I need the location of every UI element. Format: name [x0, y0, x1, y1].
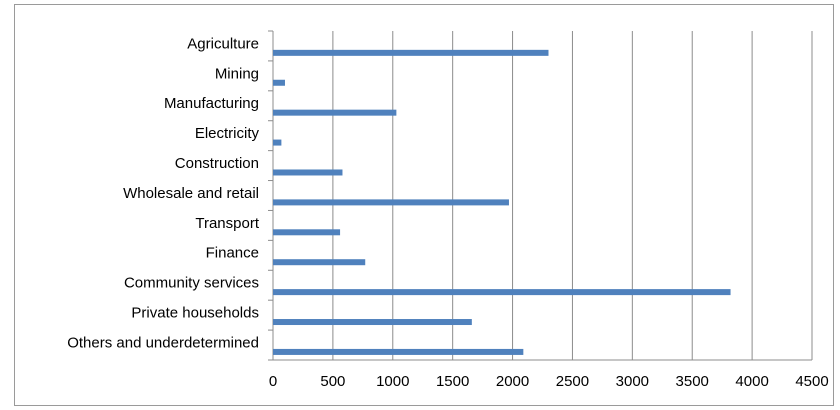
x-tick-label: 0: [269, 373, 277, 390]
bar-agriculture: [273, 49, 549, 56]
x-tick-label: 3000: [616, 373, 649, 390]
bar-wholesale-and-retail: [273, 199, 509, 206]
x-tick-label: 1500: [436, 373, 469, 390]
x-tick-label: 2500: [556, 373, 589, 390]
x-tick-label: 500: [320, 373, 345, 390]
x-tick-label: 1000: [376, 373, 409, 390]
bar-mining: [273, 79, 285, 86]
category-label: Wholesale and retail: [123, 185, 259, 202]
bar-community-services: [273, 289, 731, 296]
bar-electricity: [273, 139, 282, 146]
category-label: Others and underdetermined: [67, 334, 259, 351]
x-tick-label: 2000: [496, 373, 529, 390]
bar-construction: [273, 169, 343, 176]
bar-others-and-underdetermined: [273, 348, 524, 355]
bar-transport: [273, 229, 341, 236]
bar-finance: [273, 259, 366, 266]
category-label: Construction: [175, 155, 259, 172]
category-label: Finance: [206, 245, 259, 262]
x-tick-label: 3500: [676, 373, 709, 390]
bar-manufacturing: [273, 109, 397, 116]
category-label: Transport: [195, 215, 259, 232]
category-label: Private households: [131, 305, 259, 322]
category-label: Manufacturing: [164, 95, 259, 112]
category-label: Electricity: [195, 125, 260, 142]
category-label: Community services: [124, 275, 259, 292]
category-label: Mining: [215, 65, 259, 82]
x-tick-label: 4500: [795, 373, 828, 390]
x-tick-label: 4000: [735, 373, 768, 390]
bar-private-households: [273, 319, 472, 326]
category-label: Agriculture: [187, 35, 259, 52]
